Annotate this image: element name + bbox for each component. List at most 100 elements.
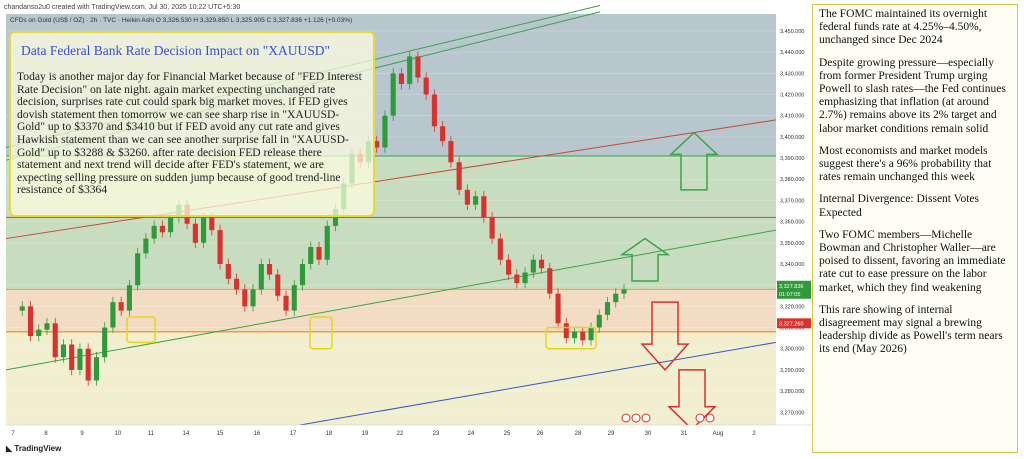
candle-up [621,289,627,294]
y-tick-label: 3,380.000 [780,177,804,183]
time-axis[interactable]: 7 8 9 10 11 14 15 16 17 18 19 22 23 24 25 26 28 29 30 31 Aug… [6,424,812,441]
candle-up [77,348,83,370]
candle-down [497,238,503,260]
x-tick-label: 30 [645,431,652,437]
y-tick-label: 3,360.000 [780,220,804,226]
support-price-tag [777,318,811,329]
candle-up [110,302,116,328]
candle-up [102,327,108,358]
candle-down [506,259,512,275]
x-tick-label: 31 [681,431,688,437]
price-axis[interactable]: 3,450.000 3,440.000 3,430.000 3,420.000 3,41… [776,14,812,425]
candle-up [332,208,339,226]
candle-down [555,293,561,324]
x-tick-label: 11 [148,431,155,437]
candle-up [530,259,536,273]
candle-down [448,141,454,163]
candle-up [60,344,67,358]
candle-up [390,73,396,116]
candle-up [258,263,264,290]
candle-down [217,230,223,264]
support-price-label: 3,327.260 [779,321,803,327]
y-tick-label: 3,310.000 [780,326,804,332]
analysis-body: Today is another major day for Financial… [17,70,362,197]
candle-up [36,329,42,337]
chart-credit: chandanso2u0 created with TradingView.co… [4,4,241,11]
candle-down [192,223,198,243]
candle-down [85,348,91,381]
candle-up [382,115,388,148]
candle-down [266,263,273,275]
candle-down [242,289,248,307]
candle-down [118,302,124,311]
candle-up [135,253,141,286]
fomc-paragraph: Two FOMC members—Michelle Bowman and Chr… [819,228,1006,294]
candle-down [209,217,215,231]
candle-down [539,259,545,269]
candle-down [580,331,586,341]
event-flag-icon [695,413,705,423]
event-flag-icon [705,413,715,423]
fomc-notes-panel: The FOMC maintained its overnight federa… [812,4,1018,453]
y-tick-label: 3,270.000 [780,410,804,416]
bullish-arrow [619,237,671,282]
x-tick-label: 10 [115,431,122,437]
candle-down [398,73,404,84]
support-blue-trendline [299,341,777,426]
x-tick-label: 22 [397,431,404,437]
candle-down [27,306,34,337]
x-tick-label: 9 [80,431,84,437]
x-tick-label: 23 [433,431,440,437]
candle-up [522,272,528,284]
time-axis-bg [6,425,776,441]
rising-red-trendline [5,119,777,240]
x-tick-label: Aug [713,431,724,437]
x-tick-label: 16 [254,431,261,437]
candle-up [588,327,594,341]
candle-up [19,306,25,311]
candle-down [69,344,75,370]
candle-up [126,285,132,311]
candle-down [316,247,322,260]
x-tick-label: 24 [468,431,475,437]
tradingview-logo-icon: ◣ [6,444,15,453]
fomc-paragraph: Internal Divergence: Dissent Votes Expec… [819,193,980,219]
candle-up [473,196,479,205]
candle-down [159,225,165,233]
candle-up [44,323,50,330]
y-tick-label: 3,410.000 [780,114,804,120]
x-tick-label: 26 [537,431,544,437]
x-tick-label: 28 [575,431,582,437]
x-tick-label: 25 [504,431,511,437]
tradingview-brand: TradingView [14,444,62,453]
y-tick-label: 3,320.000 [780,304,804,310]
zone-support-band [6,289,776,332]
candle-down [547,268,553,294]
tradingview-logo[interactable]: ◣ TradingView [6,444,61,453]
candles [19,51,627,386]
bullish-arrow [669,131,719,191]
y-tick-label: 3,400.000 [780,135,804,141]
last-price-tag [777,280,811,299]
y-tick-label: 3,390.000 [780,156,804,162]
y-tick-label: 3,430.000 [780,71,804,77]
fomc-paragraph: Most economists and market models sugges… [819,144,992,184]
x-tick-label: 18 [326,431,333,437]
y-tick-label: 3,420.000 [780,93,804,99]
candle-down [423,77,429,95]
candle-down [374,141,380,148]
candle-down [464,189,470,205]
y-tick-label: 3,290.000 [780,368,804,374]
candle-down [440,126,446,142]
fomc-paragraph: This rare showing of internal disagreeme… [819,303,1003,356]
y-tick-label: 3,300.000 [780,347,804,353]
y-tick-label: 3,350.000 [780,241,804,247]
candle-up [151,225,157,239]
analysis-title: Data Federal Bank Rate Decision Impact o… [21,43,331,58]
last-price-label: 3,327.836 [779,284,803,290]
candle-down [431,94,437,127]
event-flag-icon [631,413,641,423]
candle-up [324,225,330,260]
chart-grid [6,30,776,413]
